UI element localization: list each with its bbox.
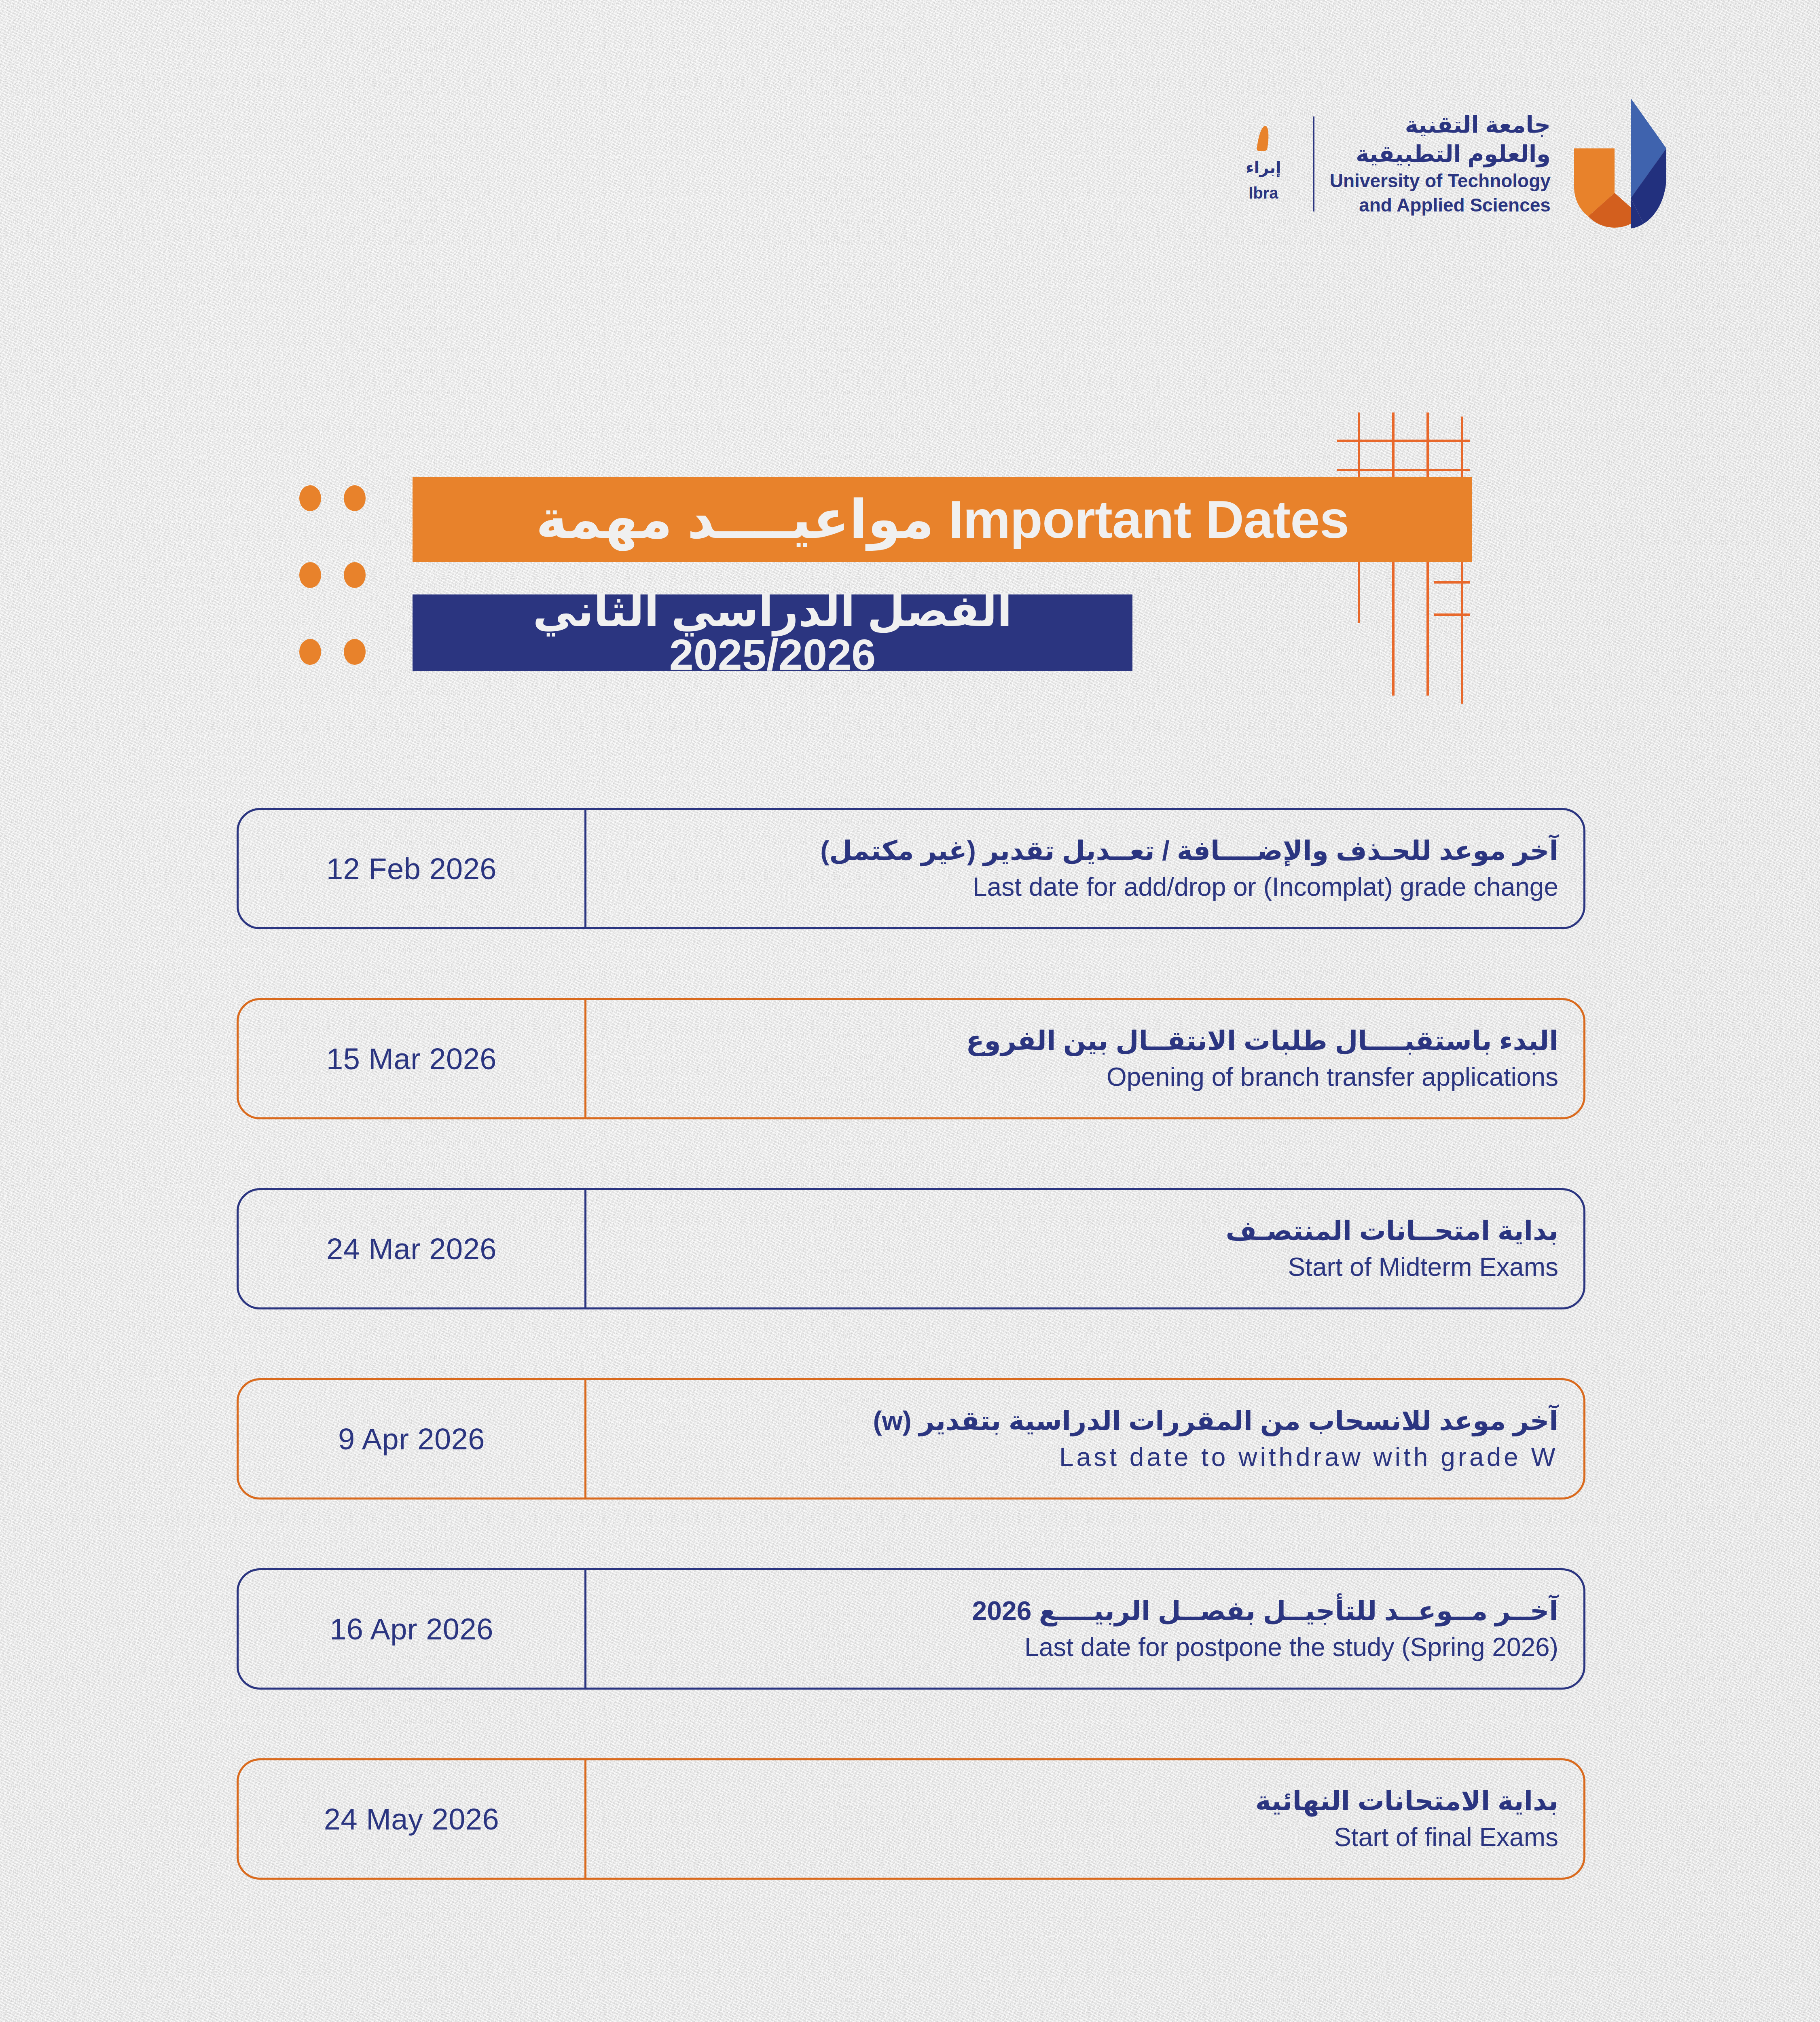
date-value: 24 May 2026 [324, 1802, 499, 1836]
description-ar: بداية امتحــانات المنتصـف [1225, 1215, 1558, 1247]
table-row[interactable]: 24 Mar 2026 بداية امتحــانات المنتصـف St… [237, 1188, 1585, 1309]
decor-dots [299, 485, 388, 716]
title-banner-sub: الفصل الدراسي الثاني 2025/2026 [413, 594, 1132, 671]
logo-divider [1313, 116, 1314, 212]
date-value: 12 Feb 2026 [326, 852, 497, 886]
logo-name-ar-1: جامعة التقنية [1405, 111, 1551, 139]
description-ar: آخر موعد للحـذف والإضــــافة / تعــديل ت… [820, 835, 1558, 867]
table-row[interactable]: 9 Apr 2026 آخر موعد للانسحاب من المقررات… [237, 1378, 1585, 1500]
description-ar: آخر موعد للانسحاب من المقررات الدراسية ب… [873, 1405, 1559, 1437]
description-en: Last date for add/drop or (Incomplat) gr… [973, 872, 1558, 902]
utas-logo: إبراء Ibra جامعة التقنية والعلوم التطبيق… [1246, 95, 1671, 233]
description-cell: بداية امتحــانات المنتصـف Start of Midte… [586, 1190, 1583, 1307]
decor-dot [344, 562, 366, 588]
description-en: Last date for postpone the study (Spring… [1024, 1633, 1558, 1662]
logo-name-block: جامعة التقنية والعلوم التطبيقية Universi… [1330, 111, 1551, 217]
date-value: 16 Apr 2026 [330, 1612, 493, 1646]
decor-dot [299, 485, 321, 511]
date-value: 24 Mar 2026 [326, 1232, 497, 1266]
table-row[interactable]: 16 Apr 2026 آخــر مــوعــد للتأجيــل بفص… [237, 1568, 1585, 1690]
date-cell: 16 Apr 2026 [239, 1570, 584, 1688]
description-ar: آخــر مــوعــد للتأجيــل بفصــل الربيـــ… [972, 1595, 1558, 1627]
decor-dot [299, 639, 321, 665]
logo-name-en-2: and Applied Sciences [1359, 194, 1551, 216]
date-cell: 24 Mar 2026 [239, 1190, 584, 1307]
decor-dot [344, 639, 366, 665]
description-cell: بداية الامتحانات النهائية Start of final… [586, 1760, 1583, 1878]
description-ar: البدء باستقبــــال طلبات الانتقــال بين … [966, 1025, 1558, 1057]
description-en: Start of Midterm Exams [1288, 1252, 1558, 1282]
logo-name-en-1: University of Technology [1330, 169, 1551, 192]
description-cell: البدء باستقبــــال طلبات الانتقــال بين … [586, 1000, 1583, 1117]
description-cell: آخر موعد للحـذف والإضــــافة / تعــديل ت… [586, 810, 1583, 927]
title-sub-text: الفصل الدراسي الثاني 2025/2026 [427, 589, 1118, 677]
logo-name-ar-2: والعلوم التطبيقية [1356, 140, 1551, 168]
date-cell: 12 Feb 2026 [239, 810, 584, 927]
title-main-text: Important Dates مواعيــــد مهمة [429, 493, 1456, 546]
description-ar: بداية الامتحانات النهائية [1255, 1785, 1558, 1817]
date-cell: 24 May 2026 [239, 1760, 584, 1878]
table-row[interactable]: 15 Mar 2026 البدء باستقبــــال طلبات الا… [237, 998, 1585, 1119]
date-cell: 15 Mar 2026 [239, 1000, 584, 1117]
date-cell: 9 Apr 2026 [239, 1380, 584, 1497]
date-value: 15 Mar 2026 [326, 1042, 497, 1076]
description-cell: آخر موعد للانسحاب من المقررات الدراسية ب… [586, 1380, 1583, 1497]
date-value: 9 Apr 2026 [338, 1422, 485, 1456]
description-en: Opening of branch transfer applications [1107, 1062, 1558, 1092]
description-en: Last date to withdraw with grade W [1059, 1442, 1558, 1472]
important-dates-list: 12 Feb 2026 آخر موعد للحـذف والإضــــافة… [237, 808, 1585, 1948]
description-cell: آخــر مــوعــد للتأجيــل بفصــل الربيـــ… [586, 1570, 1583, 1688]
logo-branch-block: إبراء Ibra [1246, 126, 1297, 202]
logo-branch-en: Ibra [1249, 184, 1278, 202]
decor-dot [344, 485, 366, 511]
description-en: Start of final Exams [1334, 1823, 1558, 1853]
table-row[interactable]: 12 Feb 2026 آخر موعد للحـذف والإضــــافة… [237, 808, 1585, 929]
decor-dot [299, 562, 321, 588]
logo-tick-icon [1257, 126, 1271, 151]
logo-branch-ar: إبراء [1246, 158, 1281, 177]
utas-logo-mark-icon [1570, 95, 1671, 233]
table-row[interactable]: 24 May 2026 بداية الامتحانات النهائية St… [237, 1758, 1585, 1880]
title-banner-main: Important Dates مواعيــــد مهمة [413, 477, 1472, 562]
